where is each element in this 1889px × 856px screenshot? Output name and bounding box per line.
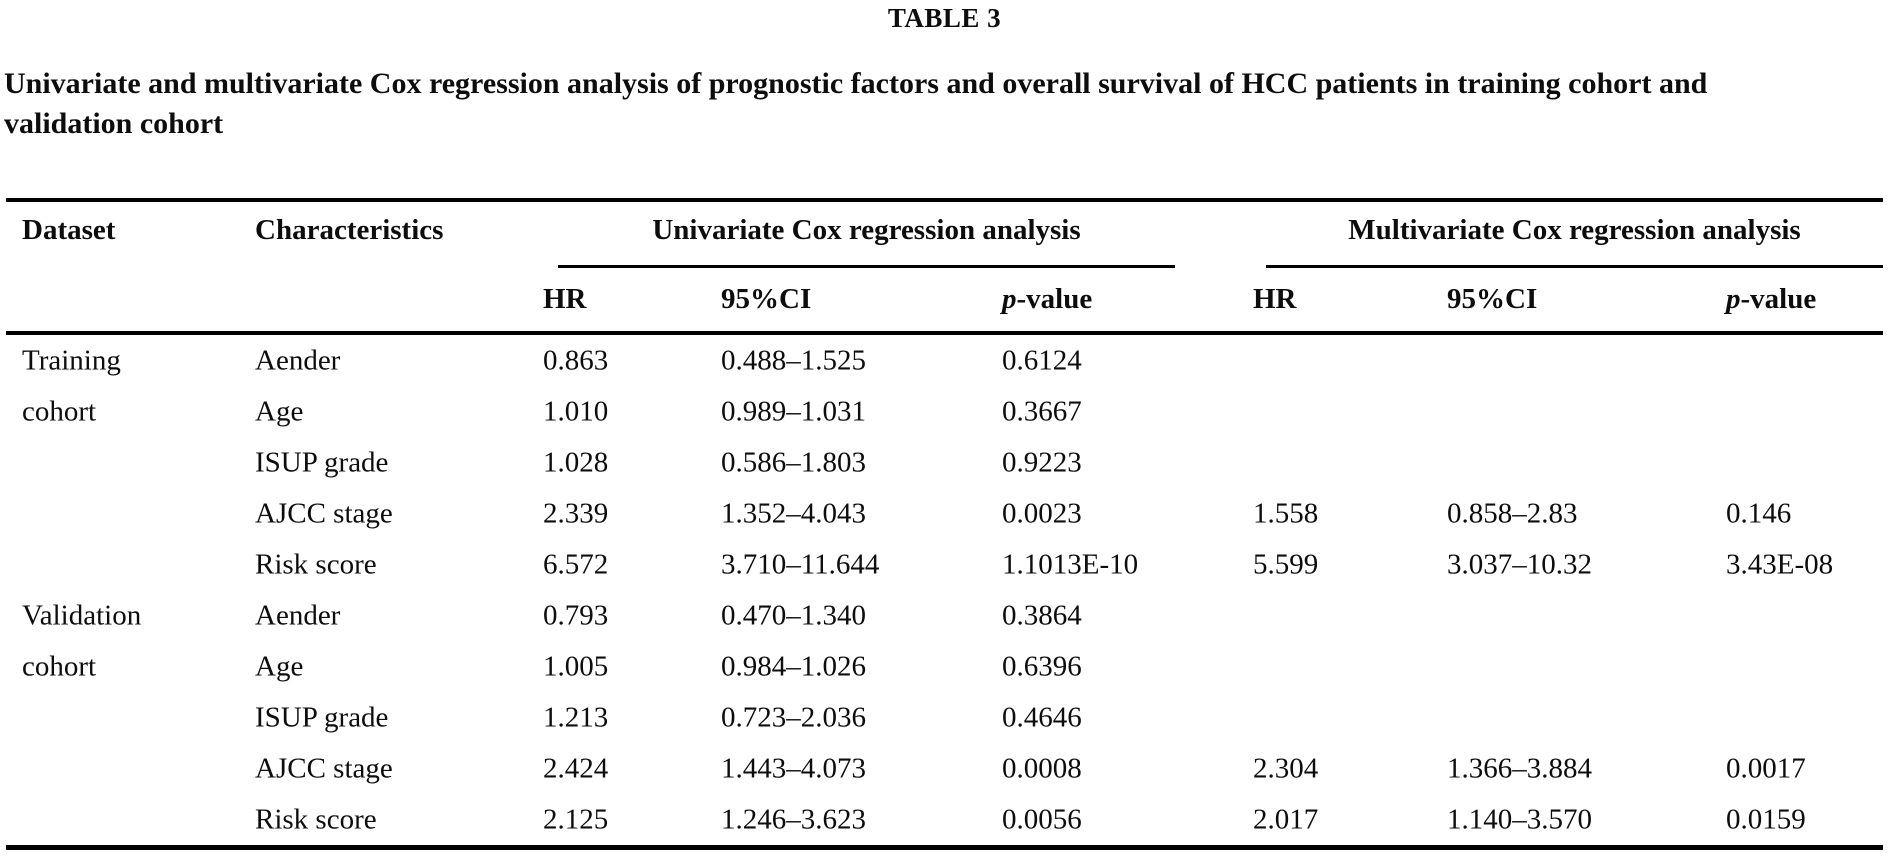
table-row: AJCC stage 2.424 1.443–4.073 0.0008 2.30… [0, 743, 1889, 794]
multi-ci-cell: 1.366–3.884 [1447, 752, 1592, 785]
uni-pvalue-cell: 0.0023 [1002, 497, 1082, 530]
multi-ci-cell: 3.037–10.32 [1447, 548, 1592, 581]
uni-hr-cell: 0.793 [543, 599, 609, 632]
uni-ci-cell: 0.488–1.525 [721, 344, 866, 377]
header-body-separator-rule [6, 331, 1883, 335]
multi-pvalue-cell: 0.0159 [1726, 803, 1806, 836]
uni-pvalue-cell: 0.0008 [1002, 752, 1082, 785]
table-number-title: TABLE 3 [887, 3, 1002, 33]
uni-ci-cell: 1.352–4.043 [721, 497, 866, 530]
uni-ci-cell: 0.723–2.036 [721, 701, 866, 734]
multi-hr-header: HR [1253, 283, 1297, 315]
uni-hr-cell: 2.424 [543, 752, 609, 785]
characteristic-cell: Aender [255, 599, 341, 632]
uni-hr-cell: 2.125 [543, 803, 609, 836]
dataset-cell: cohort [22, 650, 97, 683]
multi-pvalue-cell: 0.0017 [1726, 752, 1806, 785]
characteristic-cell: AJCC stage [255, 752, 393, 785]
characteristics-column-header: Characteristics [255, 214, 444, 246]
univariate-group-header: Univariate Cox regression analysis [652, 214, 1081, 246]
caption-line-2: validation cohort [4, 107, 224, 140]
multi-ci-header: 95%CI [1447, 283, 1538, 315]
table-row: cohort Age 1.005 0.984–1.026 0.6396 [0, 641, 1889, 692]
uni-pvalue-cell: 0.4646 [1002, 701, 1082, 734]
univariate-spanner-rule [558, 265, 1175, 268]
characteristic-cell: ISUP grade [255, 446, 389, 479]
uni-hr-cell: 0.863 [543, 344, 609, 377]
characteristic-cell: Risk score [255, 803, 377, 836]
multi-hr-cell: 2.017 [1253, 803, 1319, 836]
uni-hr-header: HR [543, 283, 587, 315]
uni-pvalue-cell: 0.6396 [1002, 650, 1082, 683]
uni-pvalue-header: p-value [1002, 283, 1093, 315]
uni-ci-cell: 0.989–1.031 [721, 395, 866, 428]
dataset-cell: Validation [22, 599, 142, 632]
uni-ci-cell: 0.586–1.803 [721, 446, 866, 479]
uni-pvalue-cell: 0.3864 [1002, 599, 1082, 632]
uni-pvalue-cell: 0.3667 [1002, 395, 1082, 428]
uni-hr-cell: 1.028 [543, 446, 609, 479]
multi-hr-cell: 2.304 [1253, 752, 1319, 785]
uni-pvalue-cell: 0.6124 [1002, 344, 1082, 377]
multivariate-group-header: Multivariate Cox regression analysis [1348, 214, 1801, 246]
uni-pvalue-cell: 0.0056 [1002, 803, 1082, 836]
characteristic-cell: AJCC stage [255, 497, 393, 530]
multi-pvalue-cell: 0.146 [1726, 497, 1792, 530]
uni-hr-cell: 1.005 [543, 650, 609, 683]
dataset-column-header: Dataset [22, 214, 116, 246]
table-row: Training Aender 0.863 0.488–1.525 0.6124 [0, 336, 1889, 387]
uni-ci-cell: 3.710–11.644 [721, 548, 880, 581]
dataset-cell: cohort [22, 395, 97, 428]
sub-header-row: HR 95%CI p-value HR 95%CI p-value [0, 283, 1889, 323]
table-row: ISUP grade 1.028 0.586–1.803 0.9223 [0, 438, 1889, 489]
characteristic-cell: Aender [255, 344, 341, 377]
group-header-row: Dataset Characteristics Univariate Cox r… [0, 214, 1889, 254]
caption-line-1: Univariate and multivariate Cox regressi… [4, 67, 1708, 100]
uni-hr-cell: 1.213 [543, 701, 609, 734]
multi-pvalue-cell: 3.43E-08 [1726, 548, 1834, 581]
multi-ci-cell: 0.858–2.83 [1447, 497, 1578, 530]
table-caption: Univariate and multivariate Cox regressi… [4, 64, 1885, 144]
characteristic-cell: Age [255, 650, 304, 683]
table-bottom-rule [6, 845, 1883, 850]
uni-pvalue-cell: 0.9223 [1002, 446, 1082, 479]
uni-ci-header: 95%CI [721, 283, 812, 315]
table-row: cohort Age 1.010 0.989–1.031 0.3667 [0, 387, 1889, 438]
table-row: AJCC stage 2.339 1.352–4.043 0.0023 1.55… [0, 489, 1889, 540]
multi-hr-cell: 5.599 [1253, 548, 1319, 581]
multi-ci-cell: 1.140–3.570 [1447, 803, 1592, 836]
uni-ci-cell: 0.470–1.340 [721, 599, 866, 632]
table-row: ISUP grade 1.213 0.723–2.036 0.4646 [0, 692, 1889, 743]
characteristic-cell: ISUP grade [255, 701, 389, 734]
table-body: Training Aender 0.863 0.488–1.525 0.6124… [0, 336, 1889, 845]
dataset-cell: Training [22, 344, 121, 377]
multivariate-spanner-rule [1266, 265, 1883, 268]
multi-pvalue-header: p-value [1726, 283, 1817, 315]
uni-hr-cell: 2.339 [543, 497, 609, 530]
table-top-rule [6, 198, 1883, 202]
uni-ci-cell: 1.443–4.073 [721, 752, 866, 785]
characteristic-cell: Age [255, 395, 304, 428]
uni-ci-cell: 0.984–1.026 [721, 650, 866, 683]
table-row: Risk score 2.125 1.246–3.623 0.0056 2.01… [0, 794, 1889, 845]
uni-hr-cell: 6.572 [543, 548, 609, 581]
table-row: Risk score 6.572 3.710–11.644 1.1013E-10… [0, 540, 1889, 591]
uni-pvalue-cell: 1.1013E-10 [1002, 548, 1139, 581]
table-row: Validation Aender 0.793 0.470–1.340 0.38… [0, 591, 1889, 642]
multi-hr-cell: 1.558 [1253, 497, 1319, 530]
uni-hr-cell: 1.010 [543, 395, 609, 428]
uni-ci-cell: 1.246–3.623 [721, 803, 866, 836]
characteristic-cell: Risk score [255, 548, 377, 581]
